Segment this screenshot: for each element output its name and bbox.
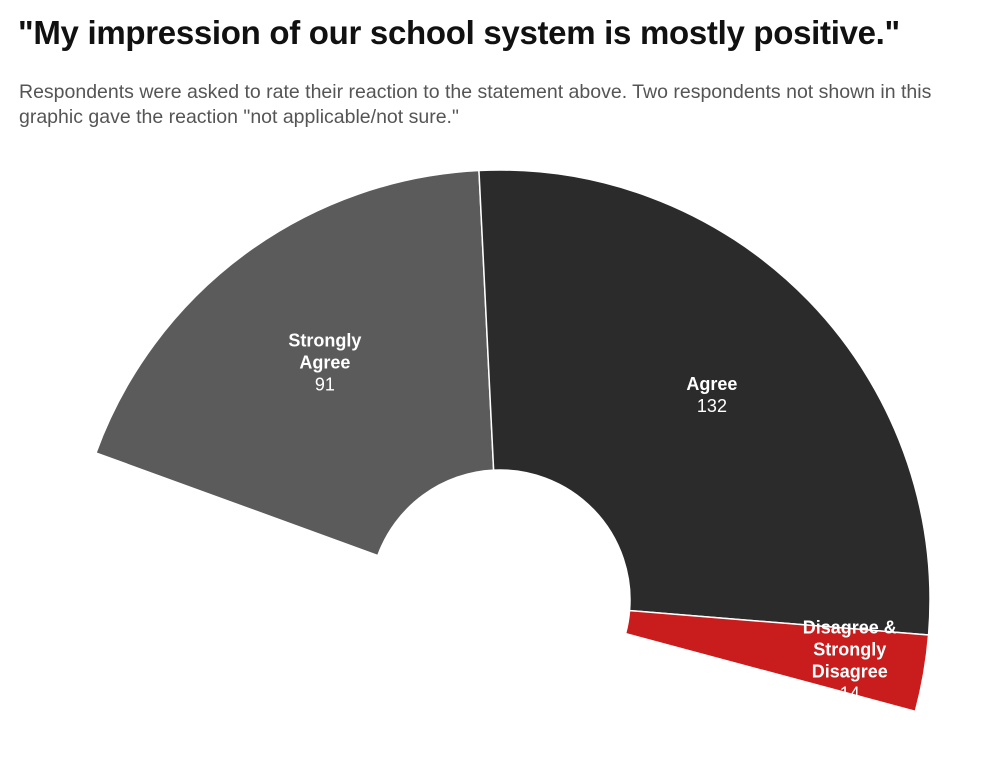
slice-label-text: Agree <box>299 353 350 373</box>
slice-value-text: 91 <box>315 375 335 395</box>
slice-value-text: 14 <box>840 684 860 704</box>
slice-label-text: Agree <box>686 374 737 394</box>
slice-value-text: 132 <box>697 396 727 416</box>
chart-title: "My impression of our school system is m… <box>18 14 900 51</box>
slice-label-text: Disagree & <box>803 618 897 638</box>
slice-0[interactable] <box>94 169 495 557</box>
slice-label-text: Disagree <box>812 662 888 682</box>
slices-layer <box>94 169 931 713</box>
slice-2[interactable] <box>624 609 930 713</box>
slice-label-text: Strongly <box>813 640 886 660</box>
slice-1[interactable] <box>478 169 931 636</box>
slice-label-text: Strongly <box>288 331 361 351</box>
chart-subtitle: Respondents were asked to rate their rea… <box>19 81 932 128</box>
